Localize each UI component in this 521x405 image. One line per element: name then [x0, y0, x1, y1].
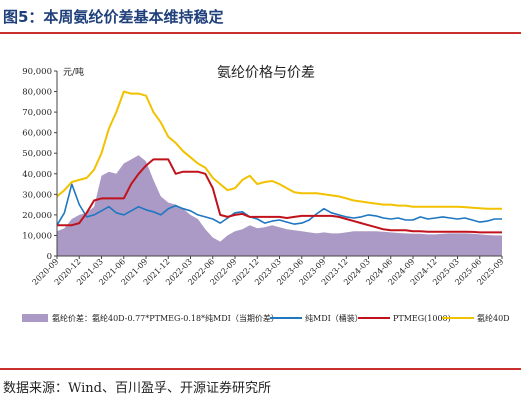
title-rule: [0, 32, 521, 34]
figure-title: 图5：本周氨纶价差基本维持稳定: [3, 8, 224, 26]
chart: 氨纶价格与价差 元/吨 0 10,000 20,000 30,000 40,000 50,…: [22, 65, 510, 323]
line-layer: [56, 90, 502, 234]
y-tick-label: 70,000: [22, 108, 52, 118]
spandex-line: [56, 90, 502, 210]
source-note: 数据来源：Wind、百川盈孚、开源证券研究所: [3, 381, 271, 396]
legend-spread-swatch: [22, 314, 48, 322]
legend-ptmeg-label: PTMEG(1000): [393, 314, 451, 323]
legend-spread-label: 氨纶价差：氨纶40D-0.77*PTMEG-0.18*纯MDI（当期价差）: [52, 313, 279, 323]
y-tick-label: 30,000: [22, 190, 52, 200]
y-tick-label: 50,000: [22, 149, 52, 159]
source-rule: [0, 368, 521, 370]
ptmeg-line: [57, 158, 502, 234]
y-tick-label: 40,000: [22, 170, 52, 180]
legend-mdi-label: 纯MDI（桶装）: [305, 313, 363, 323]
chart-title: 氨纶价格与价差: [217, 65, 315, 81]
y-tick-label: 80,000: [22, 88, 52, 98]
y-tick-label: 60,000: [22, 129, 52, 139]
y-tick-label: 10,000: [22, 231, 52, 241]
legend-spandex-label: 氨纶40D: [477, 313, 510, 323]
y-axis-unit: 元/吨: [63, 66, 84, 78]
legend: 氨纶价差：氨纶40D-0.77*PTMEG-0.18*纯MDI（当期价差） 纯MD…: [22, 313, 510, 323]
y-tick-label: 0: [47, 252, 52, 262]
spread-area: [57, 155, 502, 256]
mdi-line: [56, 183, 502, 226]
area-layer: [57, 155, 502, 256]
y-tick-label: 20,000: [22, 211, 52, 221]
y-tick-label: 90,000: [22, 67, 52, 77]
